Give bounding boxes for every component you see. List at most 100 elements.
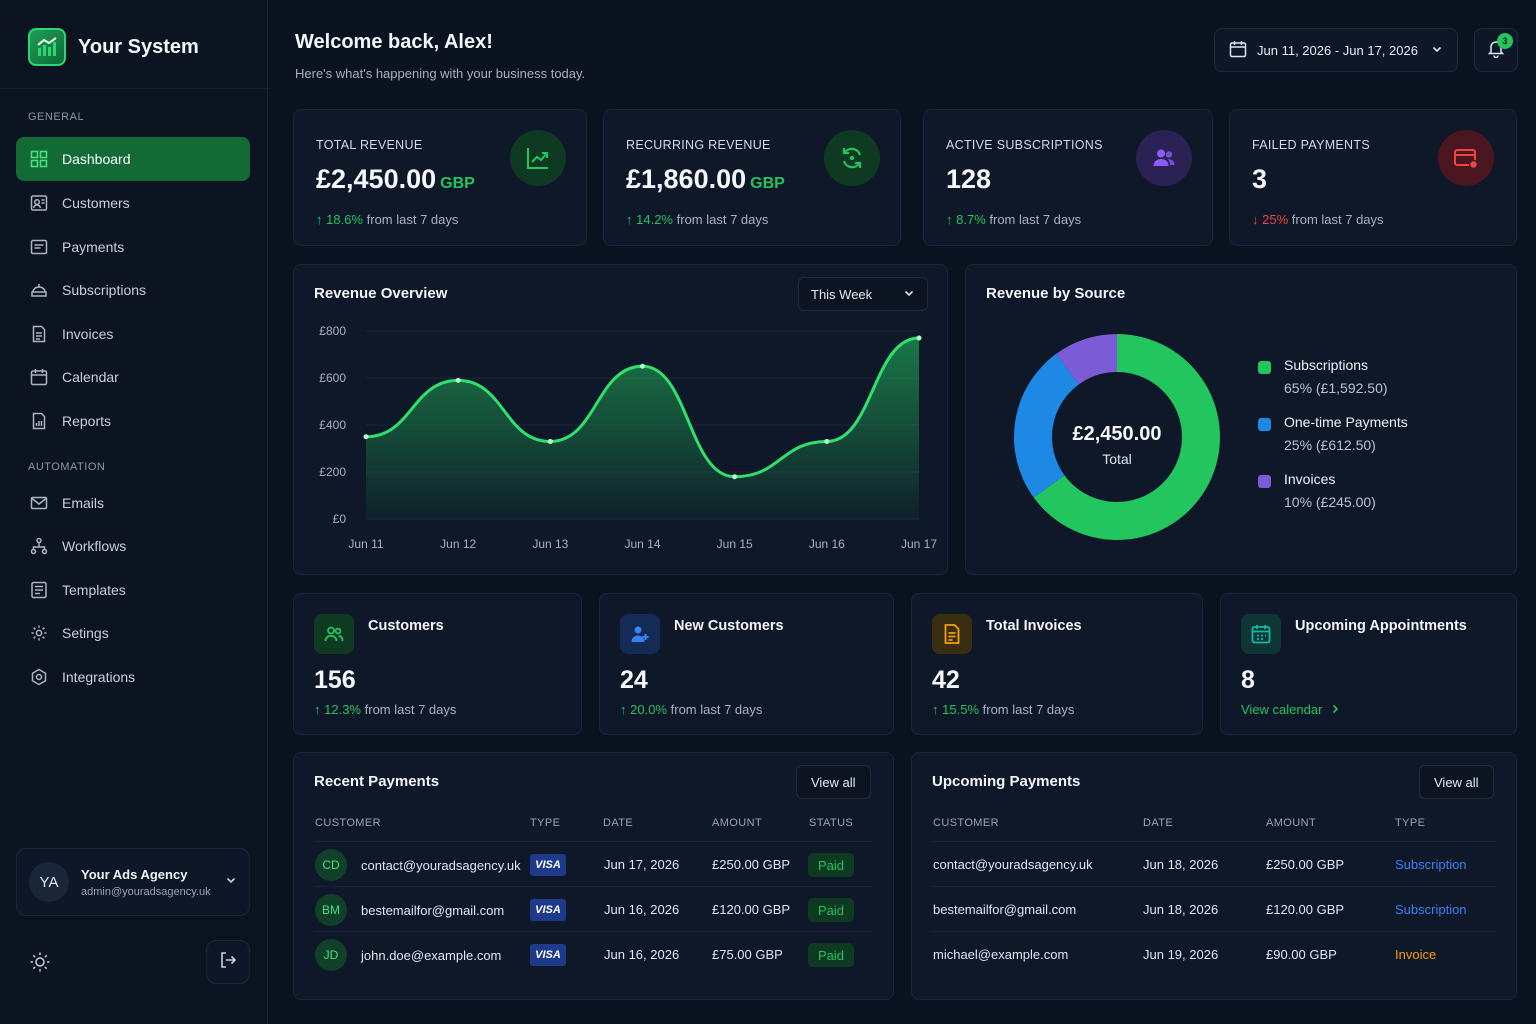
- column-header: CUSTOMER: [933, 817, 999, 829]
- mini-card-title: New Customers: [674, 618, 784, 634]
- payment-amount: £90.00 GBP: [1266, 947, 1337, 962]
- date-range-picker[interactable]: Jun 11, 2026 - Jun 17, 2026: [1214, 28, 1458, 72]
- stat-label: FAILED PAYMENTS: [1252, 138, 1370, 152]
- card-title: Revenue by Source: [986, 285, 1126, 302]
- mini-card-value: 42: [932, 666, 960, 694]
- y-tick-label: £400: [319, 418, 346, 432]
- customer-email: michael@example.com: [933, 947, 1069, 962]
- users-icon: [314, 614, 354, 654]
- view-all-button[interactable]: View all: [1419, 765, 1494, 799]
- sidebar-item-emails[interactable]: Emails: [16, 481, 250, 525]
- customer-email: john.doe@example.com: [361, 948, 502, 963]
- trend-up-icon: [510, 130, 566, 186]
- sidebar-item-label: Setings: [62, 625, 109, 641]
- donut-slice-one-time-payments[interactable]: [1014, 353, 1079, 498]
- visa-icon: VISA: [530, 854, 566, 876]
- payment-amount: £120.00 GBP: [1266, 902, 1345, 917]
- data-point[interactable]: [455, 377, 461, 383]
- chart-icon: [30, 412, 48, 430]
- sidebar: Your System GENERAL Dashboard Customers …: [0, 0, 268, 1024]
- data-point[interactable]: [640, 363, 645, 369]
- sidebar-item-customers[interactable]: Customers: [16, 181, 250, 225]
- payment-type: Invoice: [1395, 947, 1437, 962]
- status-badge: Paid: [808, 853, 855, 877]
- sidebar-item-label: Customers: [62, 195, 130, 211]
- x-tick-label: Jun 13: [532, 537, 568, 551]
- sidebar-item-payments[interactable]: Payments: [16, 225, 250, 269]
- account-switcher[interactable]: YA Your Ads Agency admin@youradsagency.u…: [16, 848, 250, 916]
- logo-chart-icon: [28, 28, 66, 66]
- stat-card-recurring-revenue[interactable]: RECURRING REVENUE £1,860.00 GBP ↑ 14.2% f…: [603, 109, 901, 246]
- document-icon: [30, 325, 48, 343]
- legend-value: 10% (£245.00): [1284, 494, 1376, 510]
- stat-card-active-subscriptions[interactable]: ACTIVE SUBSCRIPTIONS 128 ↑ 8.7% from las…: [923, 109, 1213, 246]
- sidebar-item-settings[interactable]: Setings: [16, 611, 250, 655]
- revenue-area-fill: [366, 338, 919, 519]
- legend-swatch: [1258, 361, 1271, 374]
- logout-button[interactable]: [206, 940, 250, 984]
- donut-slice-invoices[interactable]: [1056, 334, 1117, 385]
- mini-card-new-customers[interactable]: New Customers 24 ↑ 20.0% from last 7 day…: [599, 593, 894, 735]
- sidebar-item-label: Emails: [62, 495, 105, 511]
- avatar: BM: [315, 894, 347, 926]
- legend-swatch: [1258, 418, 1271, 431]
- sidebar-item-integrations[interactable]: Integrations: [16, 655, 250, 699]
- period-select[interactable]: This Week: [798, 277, 928, 311]
- payment-date: Jun 17, 2026: [604, 857, 680, 872]
- mini-card-change: ↑ 15.5% from last 7 days: [932, 702, 1075, 717]
- sidebar-item-templates[interactable]: Templates: [16, 568, 250, 612]
- stat-value: 128: [946, 164, 992, 194]
- payment-type: Subscription: [1395, 902, 1467, 917]
- payment-date: Jun 16, 2026: [604, 947, 680, 962]
- stat-card-total-revenue[interactable]: TOTAL REVENUE £2,450.00 GBP ↑ 18.6% from …: [293, 109, 587, 246]
- stat-card-failed-payments[interactable]: FAILED PAYMENTS 3 ↓ 25% from last 7 days: [1229, 109, 1517, 246]
- mini-card-customers[interactable]: Customers 156 ↑ 12.3% from last 7 days: [293, 593, 582, 735]
- divider: [314, 886, 873, 887]
- column-header: AMOUNT: [712, 817, 763, 829]
- view-all-button[interactable]: View all: [796, 765, 871, 799]
- data-point[interactable]: [916, 335, 922, 341]
- sidebar-item-calendar[interactable]: Calendar: [16, 355, 250, 399]
- stat-value: £1,860.00 GBP: [626, 164, 785, 194]
- flow-icon: [30, 537, 48, 555]
- divider: [0, 88, 267, 89]
- theme-toggle-sun-icon[interactable]: [26, 948, 54, 976]
- column-header: STATUS: [809, 817, 854, 829]
- sidebar-item-invoices[interactable]: Invoices: [16, 312, 250, 356]
- stat-change: ↑ 18.6% from last 7 days: [316, 212, 459, 227]
- account-email: admin@youradsagency.uk: [81, 885, 211, 898]
- data-point[interactable]: [824, 438, 830, 444]
- x-tick-label: Jun 12: [440, 537, 476, 551]
- sidebar-item-dashboard[interactable]: Dashboard: [16, 137, 250, 181]
- visa-icon: VISA: [530, 899, 566, 921]
- payment-date: Jun 18, 2026: [1143, 902, 1219, 917]
- view-calendar-link[interactable]: View calendar: [1241, 702, 1340, 717]
- data-point[interactable]: [363, 434, 369, 440]
- template-icon: [30, 581, 48, 599]
- mini-card-upcoming-appointments[interactable]: Upcoming Appointments 8 View calendar: [1220, 593, 1517, 735]
- calendar-icon: [1229, 40, 1247, 61]
- x-tick-label: Jun 15: [717, 537, 753, 551]
- y-tick-label: £800: [319, 324, 346, 338]
- status-badge: Paid: [808, 898, 855, 922]
- stat-change: ↑ 14.2% from last 7 days: [626, 212, 769, 227]
- legend-label: Subscriptions: [1284, 357, 1369, 373]
- data-point[interactable]: [547, 438, 553, 444]
- donut-slice-subscriptions[interactable]: [1033, 334, 1220, 540]
- payment-amount: £120.00 GBP: [712, 902, 791, 917]
- sidebar-item-workflows[interactable]: Workflows: [16, 524, 250, 568]
- visa-icon: VISA: [530, 944, 566, 966]
- sidebar-item-subscriptions[interactable]: Subscriptions: [16, 268, 250, 312]
- user-plus-icon: [620, 614, 660, 654]
- revenue-donut-chart: £2,450.00 Total: [1014, 334, 1220, 540]
- customer-email: contact@youradsagency.uk: [933, 857, 1093, 872]
- sidebar-item-reports[interactable]: Reports: [16, 399, 250, 443]
- brand[interactable]: Your System: [28, 28, 199, 66]
- customer-email: bestemailfor@gmail.com: [933, 902, 1077, 917]
- mini-card-total-invoices[interactable]: Total Invoices 42 ↑ 15.5% from last 7 da…: [911, 593, 1203, 735]
- legend-label: One-time Payments: [1284, 414, 1408, 430]
- mini-card-title: Total Invoices: [986, 618, 1082, 634]
- notifications-button[interactable]: 3: [1474, 28, 1518, 72]
- data-point[interactable]: [732, 474, 738, 480]
- payment-date: Jun 16, 2026: [604, 902, 680, 917]
